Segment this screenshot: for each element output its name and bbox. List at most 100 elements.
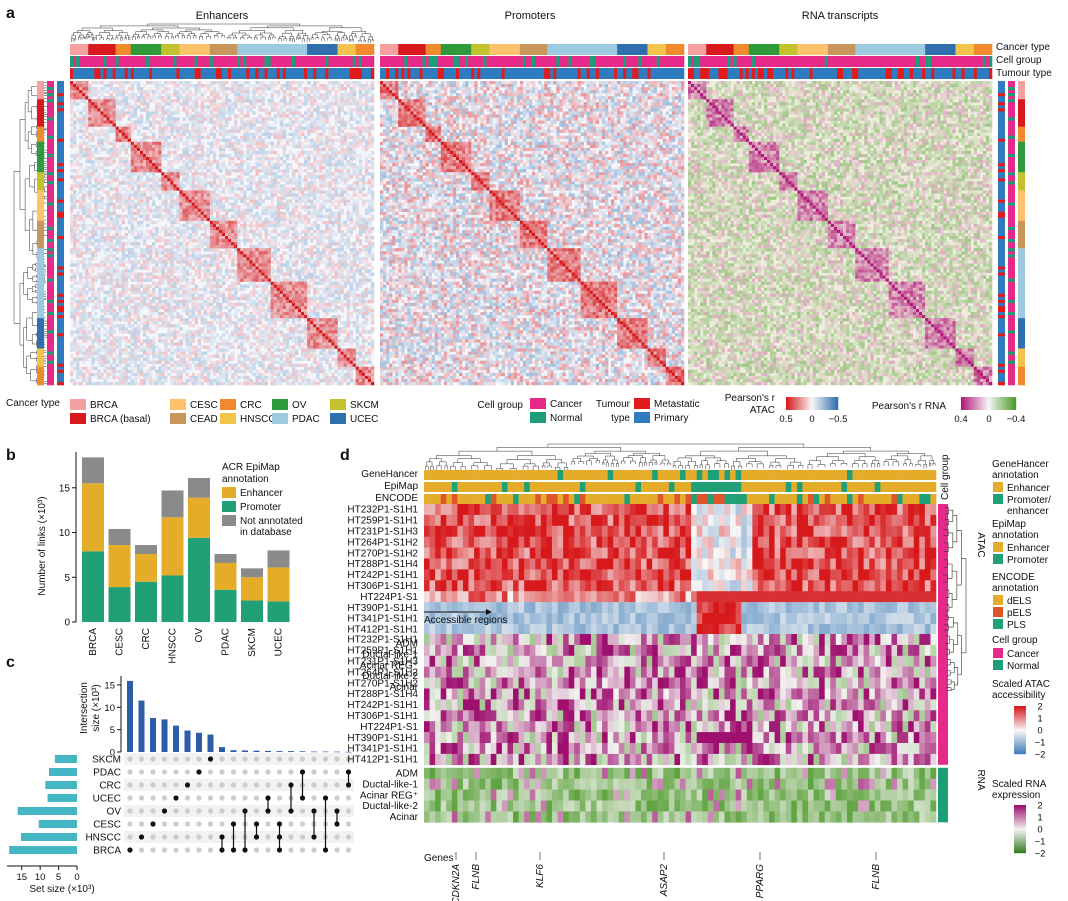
track-tumour-type-cell: [155, 68, 158, 79]
track-cell-group-cell: [179, 56, 182, 67]
track-cell-group-cell: [626, 56, 629, 67]
side-track-cell: [37, 154, 44, 157]
track-cancer-type-cell: [846, 44, 849, 55]
track-tumour-type-cell: [883, 68, 886, 79]
track-tumour-type-cell: [657, 68, 660, 79]
track-cell-group-cell: [940, 56, 943, 67]
side-track-cell: [47, 154, 54, 157]
dendrogram-branch: [100, 38, 103, 40]
dendrogram-branch: [158, 32, 169, 34]
track-cancer-type-cell: [989, 44, 992, 55]
track-tumour-type-cell: [788, 68, 791, 79]
track-cell-group-cell: [892, 56, 895, 67]
track-tumour-type-cell: [426, 68, 429, 79]
track-tumour-type-cell: [666, 68, 669, 79]
track-cancer-type-cell: [277, 44, 280, 55]
side-track-cell: [47, 239, 54, 242]
track-tumour-type-cell: [429, 68, 432, 79]
track-cancer-type-cell: [532, 44, 535, 55]
track-cancer-type-cell: [444, 44, 447, 55]
track-cell-group-cell: [249, 56, 252, 67]
track-cell-group-cell: [225, 56, 228, 67]
track-cancer-type-cell: [447, 44, 450, 55]
dendrogram-branch: [369, 37, 373, 40]
track-tumour-type-cell: [910, 68, 913, 79]
side-track-cell: [37, 242, 44, 245]
track-cell-group-cell: [977, 56, 980, 67]
track-cancer-type-cell: [983, 44, 986, 55]
side-track-cell: [47, 233, 54, 236]
track-tumour-type-cell: [243, 68, 246, 79]
side-track-cell: [47, 130, 54, 133]
side-track-cell: [57, 96, 64, 99]
track-cancer-type-cell: [514, 44, 517, 55]
track-cancer-type-cell: [350, 44, 353, 55]
dendrogram-branch: [239, 30, 264, 33]
track-cell-group-cell: [280, 56, 283, 67]
dendrogram-branch: [346, 38, 348, 40]
side-track-cell: [57, 303, 64, 306]
track-tumour-type-cell: [983, 68, 986, 79]
side-track-cell: [37, 349, 44, 352]
track-cell-group-cell: [638, 56, 641, 67]
track-tumour-type-cell: [277, 68, 280, 79]
track-cell-group-cell: [137, 56, 140, 67]
track-tumour-type-cell: [113, 68, 116, 79]
track-tumour-type-cell: [870, 68, 873, 79]
track-tumour-type-cell: [319, 68, 322, 79]
track-cell-group-cell: [100, 56, 103, 67]
track-cancer-type-cell: [706, 44, 709, 55]
track-cancer-type-cell: [258, 44, 261, 55]
track-cancer-type-cell: [749, 44, 752, 55]
track-cell-group-cell: [416, 56, 419, 67]
track-tumour-type-cell: [807, 68, 810, 79]
track-cancer-type-cell: [804, 44, 807, 55]
side-track-cell: [47, 148, 54, 151]
track-cell-group-cell: [544, 56, 547, 67]
side-track-cell: [37, 200, 44, 203]
track-tumour-type-cell: [316, 68, 319, 79]
dendrogram-branch: [352, 39, 353, 41]
dendrogram-branch: [148, 36, 151, 39]
track-cell-group-cell: [91, 56, 94, 67]
side-track-cell: [47, 285, 54, 288]
track-tumour-type-cell: [587, 68, 590, 79]
track-cell-group-cell: [176, 56, 179, 67]
side-track-cell: [37, 206, 44, 209]
side-track-cell: [47, 99, 54, 102]
side-track-cell: [57, 157, 64, 160]
side-track-cell: [47, 157, 54, 160]
side-track-cell: [57, 273, 64, 276]
track-cancer-type-cell: [131, 44, 134, 55]
track-cancer-type-cell: [265, 44, 268, 55]
side-track-cell: [37, 227, 44, 230]
track-cell-group-cell: [532, 56, 535, 67]
side-track-cell: [47, 339, 54, 342]
track-cell-group-cell: [413, 56, 416, 67]
track-tumour-type-cell: [849, 68, 852, 79]
side-track-cell: [57, 151, 64, 154]
track-tumour-type-cell: [392, 68, 395, 79]
track-cancer-type-cell: [761, 44, 764, 55]
track-tumour-type-cell: [943, 68, 946, 79]
side-track-cell: [47, 230, 54, 233]
track-cell-group-cell: [313, 56, 316, 67]
track-cell-group-cell: [131, 56, 134, 67]
side-track-cell: [37, 133, 44, 136]
dendrogram-branch: [91, 35, 93, 38]
side-track-cell: [47, 300, 54, 303]
track-cell-group-cell: [140, 56, 143, 67]
track-cancer-type-cell: [916, 44, 919, 55]
side-track-cell: [47, 181, 54, 184]
track-cell-group-cell: [328, 56, 331, 67]
track-tumour-type-cell: [176, 68, 179, 79]
side-track-cell: [47, 245, 54, 248]
side-track-cell: [57, 200, 64, 203]
track-cell-group-cell: [265, 56, 268, 67]
track-cell-group-cell: [724, 56, 727, 67]
track-tumour-type-cell: [289, 68, 292, 79]
side-track-cell: [57, 175, 64, 178]
track-tumour-type-cell: [353, 68, 356, 79]
track-cell-group-cell: [928, 56, 931, 67]
track-cancer-type-cell: [581, 44, 584, 55]
